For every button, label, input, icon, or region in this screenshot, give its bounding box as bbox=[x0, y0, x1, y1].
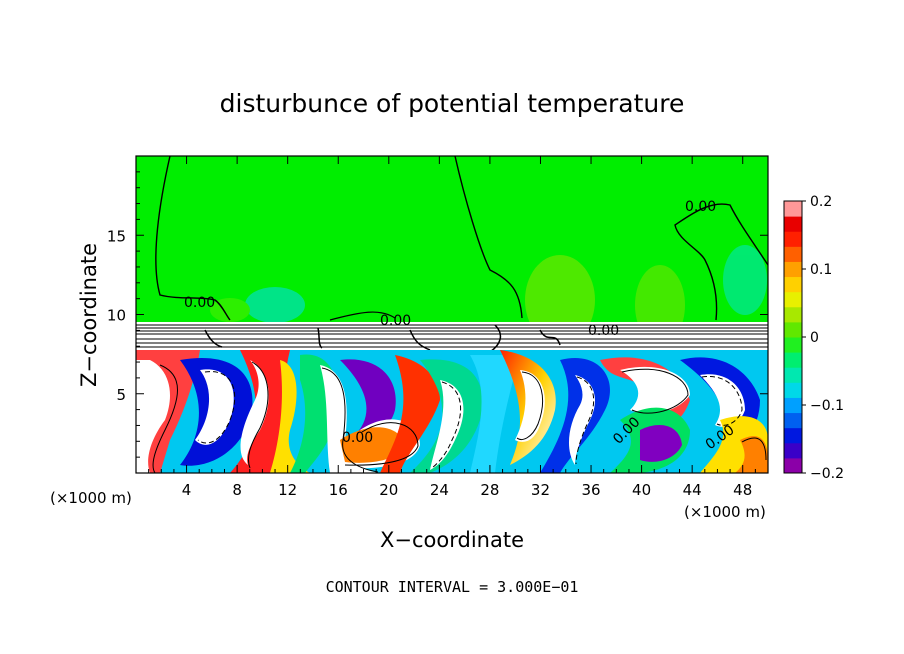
y-tick-label: 15 bbox=[107, 227, 126, 245]
colorbar-swatch bbox=[784, 457, 802, 474]
y-tick-label: 5 bbox=[116, 386, 126, 404]
plot-area bbox=[136, 156, 768, 473]
contour-label: 0.00 bbox=[342, 430, 373, 446]
colorbar-tick-label: 0.2 bbox=[810, 194, 832, 210]
x-axis-unit-right: (×1000 m) bbox=[684, 503, 766, 521]
colorbar-swatch bbox=[784, 367, 802, 383]
x-tick-label: 8 bbox=[232, 481, 242, 499]
colorbar-tick-label: 0.1 bbox=[810, 262, 832, 278]
colorbar-swatch bbox=[784, 231, 802, 247]
x-axis: 4 8 12 16 20 24 28 32 36 40 44 48 bbox=[148, 156, 756, 499]
y-axis: 5 10 15 bbox=[107, 171, 768, 458]
x-axis-unit-left: (×1000 m) bbox=[50, 489, 132, 507]
colorbar-swatch bbox=[784, 261, 802, 278]
x-tick-label: 48 bbox=[733, 481, 752, 499]
x-tick-label: 44 bbox=[683, 481, 702, 499]
x-tick-label: 32 bbox=[531, 481, 550, 499]
contour-label: 0.00 bbox=[588, 323, 619, 339]
x-axis-label: X−coordinate bbox=[380, 528, 524, 552]
colorbar-swatch bbox=[784, 337, 802, 353]
colorbar-swatch bbox=[784, 276, 802, 293]
colorbar-swatch bbox=[784, 321, 802, 338]
colorbar-tick-label: −0.1 bbox=[810, 398, 844, 414]
x-tick-label: 36 bbox=[581, 481, 600, 499]
colorbar-swatch bbox=[784, 412, 802, 429]
colorbar-swatch bbox=[784, 291, 802, 308]
contour-label: 0.00 bbox=[380, 313, 411, 329]
colorbar-tick-label: 0 bbox=[810, 330, 819, 346]
colorbar-swatch bbox=[784, 201, 802, 217]
y-tick-label: 10 bbox=[107, 307, 126, 325]
x-tick-label: 24 bbox=[430, 481, 449, 499]
inversion-contours bbox=[136, 324, 768, 353]
lower-contours bbox=[152, 361, 767, 473]
colorbar-swatch bbox=[784, 427, 802, 444]
contour-label: 0.00 bbox=[184, 295, 215, 311]
colorbar-tick-label: −0.2 bbox=[810, 466, 844, 482]
x-tick-label: 4 bbox=[182, 481, 192, 499]
colorbar-ticks: 0.2 0.1 0 −0.1 −0.2 bbox=[802, 194, 844, 482]
colorbar-swatch bbox=[784, 352, 802, 368]
chart-title: disturbunce of potential temperature bbox=[220, 89, 685, 118]
colorbar-swatch bbox=[784, 246, 802, 262]
colorbar-swatch bbox=[784, 216, 802, 232]
x-tick-label: 40 bbox=[632, 481, 651, 499]
y-axis-label: Z−coordinate bbox=[77, 243, 101, 387]
contour-interval: CONTOUR INTERVAL = 3.000E−01 bbox=[326, 578, 579, 596]
colorbar-swatch bbox=[784, 306, 802, 323]
x-tick-label: 20 bbox=[379, 481, 398, 499]
x-tick-label: 12 bbox=[278, 481, 297, 499]
contour-label: 0.00 bbox=[685, 199, 716, 215]
colorbar-swatch bbox=[784, 382, 802, 398]
colorbar-swatch bbox=[784, 442, 802, 459]
x-tick-label: 16 bbox=[329, 481, 348, 499]
x-tick-label: 28 bbox=[480, 481, 499, 499]
colorbar bbox=[784, 201, 802, 474]
colorbar-swatch bbox=[784, 397, 802, 414]
turbulent-layer bbox=[136, 350, 768, 473]
